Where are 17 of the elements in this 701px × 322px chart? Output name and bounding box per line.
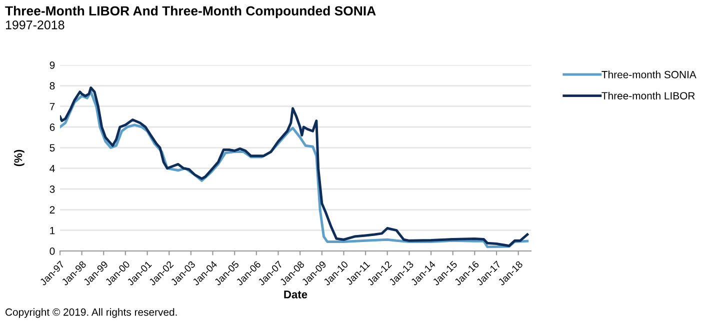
y-tick-label: 8 bbox=[50, 82, 55, 90]
y-tick-label: 9 bbox=[50, 62, 55, 69]
chart-subtitle: 1997-2018 bbox=[6, 20, 64, 30]
legend-label: Three-month SONIA bbox=[602, 70, 696, 78]
y-tick-label: 1 bbox=[50, 226, 55, 234]
text: Copyright © 2019. All rights reserved. bbox=[6, 308, 177, 318]
chart-title: Three-Month LIBOR And Three-Month Compounded SONIA bbox=[5, 6, 376, 18]
y-tick-label: 4 bbox=[50, 164, 55, 172]
x-axis-title: Date bbox=[284, 290, 308, 298]
y-tick-label: 5 bbox=[50, 144, 55, 152]
y-axis-title: (%) bbox=[14, 150, 24, 166]
y-tick-label: 7 bbox=[50, 102, 55, 110]
y-tick-label: 6 bbox=[50, 124, 55, 131]
y-tick-label: 3 bbox=[50, 186, 55, 193]
y-tick-label: 0 bbox=[50, 248, 55, 255]
y-tick-label: 2 bbox=[50, 206, 55, 214]
legend-label: Three-month LIBOR bbox=[602, 92, 695, 100]
